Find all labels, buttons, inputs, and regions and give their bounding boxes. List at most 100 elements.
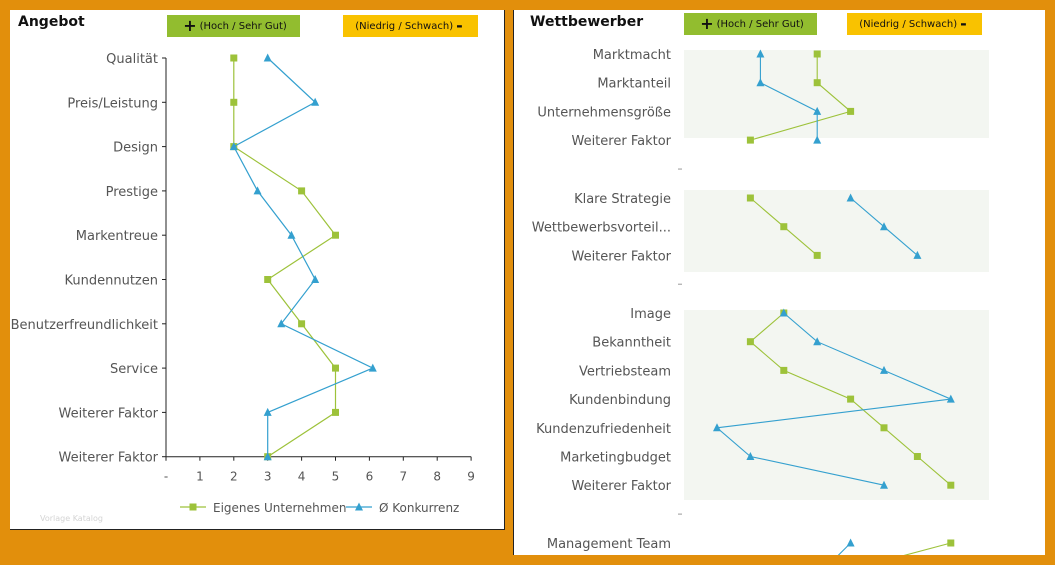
category-label: Weiterer Faktor <box>58 406 158 421</box>
group-background <box>684 310 989 500</box>
own-marker <box>332 408 339 416</box>
category-label: Preis/Leistung <box>67 96 158 111</box>
own-marker <box>189 503 197 511</box>
competition-marker <box>713 423 721 432</box>
category-label: Marketingbudget <box>560 451 671 466</box>
competition-marker <box>287 230 296 239</box>
competition-marker <box>813 337 822 346</box>
competition-marker <box>779 308 788 317</box>
competition-marker <box>846 193 855 202</box>
legend-competition-label: Ø Konkurrenz <box>379 501 459 515</box>
competition-marker <box>263 407 272 416</box>
competition-marker <box>946 394 955 403</box>
competition-series-line <box>759 54 818 141</box>
category-label: Klare Strategie <box>574 192 671 207</box>
own-marker <box>332 364 339 372</box>
category-label: Image <box>630 307 671 322</box>
plus-icon: + <box>183 16 197 35</box>
own-marker <box>813 50 821 58</box>
category-label: Kundenbindung <box>569 393 671 408</box>
competition-marker <box>756 49 765 58</box>
category-label: Weiterer Faktor <box>58 451 158 466</box>
competition-marker <box>277 319 286 328</box>
competition-marker <box>368 363 377 372</box>
own-series-line <box>750 54 852 141</box>
minus-icon: - <box>960 14 967 33</box>
category-label: Management Team <box>547 537 671 552</box>
legend-tag-high: + (Hoch / Sehr Gut) <box>167 15 300 37</box>
category-label: Vertriebsteam <box>579 364 671 379</box>
offer-profile-chart: Eigenes Unternehmen Ø Konkurrenz Qualitä… <box>11 52 475 515</box>
own-marker <box>746 136 754 144</box>
legend-tag-high: + (Hoch / Sehr Gut) <box>684 13 817 35</box>
legend-tag-high-text: (Hoch / Sehr Gut) <box>199 20 287 32</box>
watermark: Vorlage Katalog <box>40 514 103 523</box>
competition-marker <box>846 538 855 547</box>
competition-marker <box>746 452 755 460</box>
legend-tag-high-text: (Hoch / Sehr Gut) <box>716 18 804 30</box>
category-label: Weiterer Faktor <box>571 479 671 494</box>
own-series-line <box>903 542 951 555</box>
category-label: Bekanntheit <box>592 336 671 351</box>
competitor-profile-chart: Marktmacht Marktanteil Unternehmensgröße We… <box>532 48 989 555</box>
own-marker <box>780 366 788 374</box>
own-marker <box>298 320 306 328</box>
category-label: Weiterer Faktor <box>571 134 671 149</box>
competitor-panel: Wettbewerber + (Hoch / Sehr Gut) (Niedri… <box>513 10 1009 555</box>
competition-marker <box>913 250 922 259</box>
category-label: Markentreue <box>76 229 158 244</box>
competition-marker <box>311 97 320 106</box>
offer-panel-title: Angebot <box>18 14 85 30</box>
category-label: Design <box>113 141 158 156</box>
own-marker <box>332 231 339 239</box>
plus-icon: + <box>700 14 714 33</box>
own-marker <box>746 194 754 202</box>
own-marker <box>847 107 855 115</box>
own-marker <box>780 223 788 231</box>
legend-tag-low-text: (Niedrig / Schwach) <box>859 18 958 30</box>
category-label: Wettbewerbsvorteil... <box>532 221 671 236</box>
category-label: Weiterer Faktor <box>571 249 671 264</box>
x-tick-label: 4 <box>298 470 306 484</box>
competition-marker <box>756 78 765 87</box>
offer-panel: Angebot + (Hoch / Sehr Gut) (Niedrig / S… <box>10 10 505 530</box>
own-marker <box>913 453 921 460</box>
category-label: Service <box>110 362 158 377</box>
x-tick-label: 3 <box>264 470 272 484</box>
competitor-panel-title: Wettbewerber <box>530 14 644 30</box>
group-background <box>684 190 989 272</box>
competition-series-line <box>232 57 375 457</box>
category-label: Qualität <box>106 52 158 67</box>
own-marker <box>947 481 955 489</box>
x-tick-label: - <box>164 470 168 484</box>
x-tick-label: 2 <box>230 470 238 484</box>
legend-tag-low-text: (Niedrig / Schwach) <box>355 20 454 32</box>
legend-tag-low: (Niedrig / Schwach) - <box>343 15 478 37</box>
competition-marker <box>813 135 822 144</box>
competition-marker <box>229 142 238 151</box>
own-marker <box>298 187 306 195</box>
own-marker <box>847 395 855 403</box>
own-marker <box>813 79 821 87</box>
side-strip <box>1008 10 1045 555</box>
x-tick-label: 7 <box>399 470 407 484</box>
own-marker <box>880 424 888 432</box>
category-label: Marktmacht <box>593 48 671 63</box>
own-marker <box>230 54 238 62</box>
competition-marker <box>263 53 272 62</box>
x-tick-label: 6 <box>366 470 374 484</box>
legend-tag-low: (Niedrig / Schwach) - <box>847 13 982 35</box>
legend-own-label: Eigenes Unternehmen <box>213 501 346 515</box>
competition-marker <box>880 480 888 489</box>
competition-marker <box>813 106 822 115</box>
own-marker <box>947 539 955 547</box>
category-label: Marktanteil <box>597 77 671 92</box>
category-label: Kundenzufriedenheit <box>536 422 671 437</box>
category-label: Benutzerfreundlichkeit <box>11 318 158 333</box>
competition-marker <box>311 275 320 283</box>
competition-marker <box>880 222 888 231</box>
category-label: Unternehmensgröße <box>537 105 671 120</box>
x-tick-label: 5 <box>332 470 340 484</box>
own-marker <box>264 276 272 283</box>
x-tick-label: 8 <box>433 470 441 484</box>
